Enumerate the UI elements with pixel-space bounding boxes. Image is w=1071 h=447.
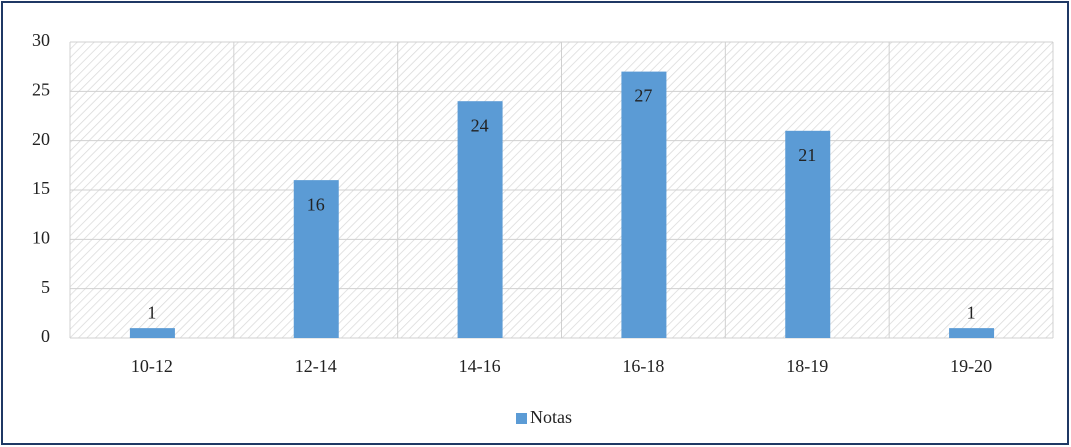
data-label: 27 xyxy=(634,86,652,106)
y-tick-label: 30 xyxy=(32,30,50,50)
x-tick-label: 18-19 xyxy=(786,356,828,376)
bar xyxy=(293,180,339,338)
bar xyxy=(457,101,503,338)
bar xyxy=(129,328,175,338)
x-tick-label: 10-12 xyxy=(131,356,173,376)
legend-swatch xyxy=(516,413,527,424)
data-label: 1 xyxy=(147,302,156,322)
x-tick-label: 16-18 xyxy=(622,356,664,376)
data-label: 21 xyxy=(798,145,816,165)
x-tick-label: 19-20 xyxy=(950,356,992,376)
data-label: 16 xyxy=(307,194,325,214)
bar xyxy=(621,71,667,338)
y-tick-label: 10 xyxy=(32,227,50,247)
y-tick-label: 25 xyxy=(32,79,50,99)
x-tick-label: 12-14 xyxy=(295,356,337,376)
data-label: 1 xyxy=(967,302,976,322)
legend-label: Notas xyxy=(530,407,572,427)
y-tick-label: 20 xyxy=(32,129,50,149)
x-tick-label: 14-16 xyxy=(459,356,501,376)
y-tick-label: 0 xyxy=(41,326,50,346)
bar xyxy=(949,328,995,338)
data-label: 24 xyxy=(471,115,489,135)
bar xyxy=(785,130,831,338)
y-tick-label: 15 xyxy=(32,178,50,198)
y-tick-label: 5 xyxy=(41,277,50,297)
